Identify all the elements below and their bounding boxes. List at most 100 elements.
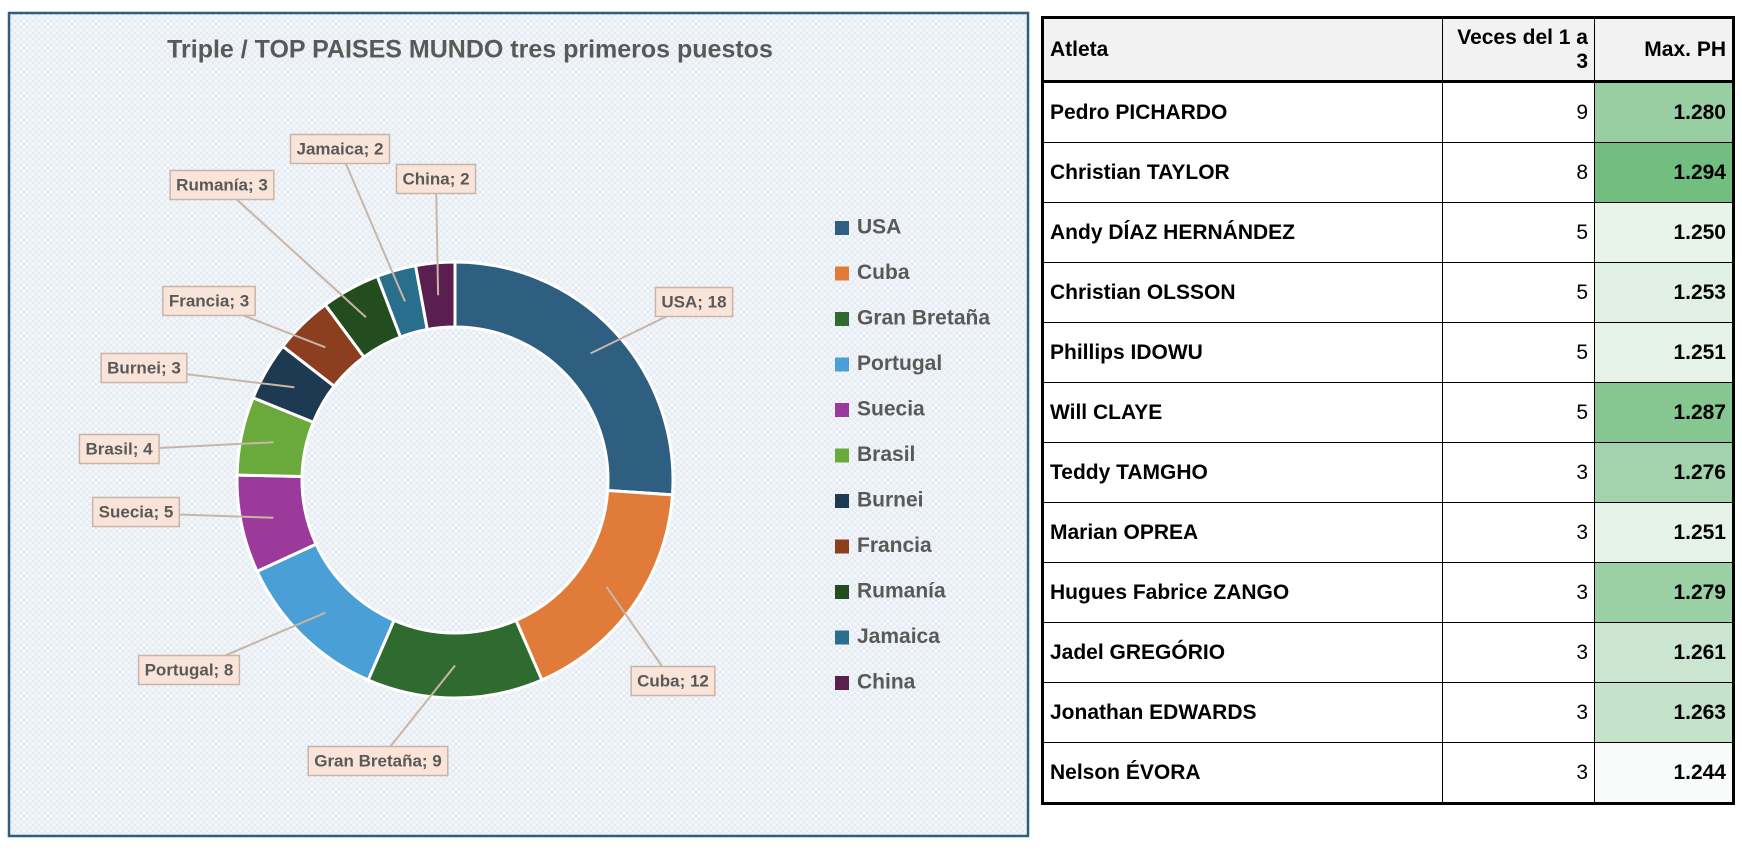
data-label-group: Portugal; 8	[137, 654, 241, 686]
table-cell: Andy DÍAZ HERNÁNDEZ	[1042, 202, 1443, 263]
data-label-box	[654, 286, 734, 318]
table-row: Teddy TAMGHO 3 1.276	[1042, 442, 1734, 503]
table-row: Andy DÍAZ HERNÁNDEZ 5 1.250	[1042, 202, 1734, 263]
data-label-group: Burnei; 3	[100, 352, 188, 384]
table-cell: 5	[1442, 382, 1595, 443]
table-cell: Jonathan EDWARDS	[1042, 682, 1443, 743]
table-row: Christian TAYLOR 8 1.294	[1042, 142, 1734, 203]
table-cell: Christian TAYLOR	[1042, 142, 1443, 203]
table-cell: 1.244	[1594, 742, 1734, 804]
data-label: Jamaica; 2	[297, 139, 384, 158]
table-row: Jadel GREGÓRIO 3 1.261	[1042, 622, 1734, 683]
table-cell: 3	[1442, 622, 1595, 683]
table-cell: Marian OPREA	[1042, 502, 1443, 563]
data-label: Gran Bretaña; 9	[314, 751, 442, 770]
legend-swatch	[835, 448, 849, 463]
table-cell: 1.253	[1594, 262, 1734, 323]
column-header: Atleta	[1042, 17, 1443, 83]
data-label-group: Rumanía; 3	[169, 169, 275, 201]
data-label-group: Brasil; 4	[78, 433, 160, 465]
data-label-group: USA; 18	[654, 286, 734, 318]
data-label-group: Jamaica; 2	[289, 133, 391, 165]
data-label-group: Suecia; 5	[91, 496, 181, 528]
legend-label: Suecia	[857, 398, 925, 421]
legend-label: Rumanía	[857, 580, 946, 603]
table-cell: Will CLAYE	[1042, 382, 1443, 443]
table-cell: Christian OLSSON	[1042, 262, 1443, 323]
table-cell: 1.279	[1594, 562, 1734, 623]
column-header: Veces del 1 a 3	[1442, 17, 1595, 83]
table-row: Pedro PICHARDO 9 1.280	[1042, 81, 1734, 143]
data-label: China; 2	[402, 169, 469, 188]
table-cell: 3	[1442, 502, 1595, 563]
legend-label: Burnei	[857, 489, 924, 512]
data-label: Francia; 3	[169, 291, 249, 310]
table-cell: 3	[1442, 562, 1595, 623]
table-cell: 3	[1442, 742, 1595, 804]
legend-label: Gran Bretaña	[857, 307, 990, 330]
chart: Triple / TOP PAISES MUNDO tres primeros …	[7, 11, 1030, 838]
legend-swatch	[835, 676, 849, 690]
data-label-box	[100, 352, 188, 384]
data-label: Cuba; 12	[637, 671, 709, 690]
table-row: Christian OLSSON 5 1.253	[1042, 262, 1734, 323]
data-label-box	[137, 654, 241, 686]
table-cell: 3	[1442, 442, 1595, 503]
legend-label: China	[857, 671, 916, 694]
data-label-group: China; 2	[395, 163, 477, 195]
data-label-box	[78, 433, 160, 465]
data-label-box	[162, 285, 256, 317]
donut-slice	[453, 260, 675, 497]
table-cell: 1.294	[1594, 142, 1734, 203]
table-cell: Pedro PICHARDO	[1042, 81, 1443, 143]
legend-label: Brasil	[857, 443, 915, 466]
table-row: Phillips IDOWU 5 1.251	[1042, 322, 1734, 383]
table-cell: 5	[1442, 262, 1595, 323]
data-label: Suecia; 5	[99, 502, 174, 521]
header-row: Atleta Veces del 1 a 3 Max. PH	[1042, 17, 1734, 83]
data-label-box	[395, 163, 477, 195]
legend-swatch	[835, 539, 849, 554]
table-cell: 5	[1442, 202, 1595, 263]
table-row: Will CLAYE 5 1.287	[1042, 382, 1734, 443]
table-cell: 1.251	[1594, 502, 1734, 563]
table-cell: Teddy TAMGHO	[1042, 442, 1443, 503]
data-label-group: Francia; 3	[162, 285, 256, 317]
table-cell: Hugues Fabrice ZANGO	[1042, 562, 1443, 623]
leader-line	[435, 179, 440, 296]
data-label: Portugal; 8	[145, 660, 234, 679]
table-row: Jonathan EDWARDS 3 1.263	[1042, 682, 1734, 743]
legend-label: USA	[857, 216, 901, 239]
chart-frame	[7, 11, 1030, 838]
leader-line	[221, 185, 367, 319]
data-label-box	[289, 133, 391, 165]
legend-label: Francia	[857, 534, 932, 557]
data-label-box	[91, 496, 181, 528]
table-cell: 9	[1442, 81, 1595, 143]
legend-label: Jamaica	[857, 625, 940, 648]
legend-swatch	[835, 403, 849, 417]
table-cell: Nelson ÉVORA	[1042, 742, 1443, 804]
table-cell: 1.287	[1594, 382, 1734, 443]
table-row: Hugues Fabrice ZANGO 3 1.279	[1042, 562, 1734, 623]
data-label: Rumanía; 3	[176, 175, 268, 194]
legend-label: Portugal	[857, 352, 942, 375]
legend-swatch	[835, 630, 849, 645]
data-label: USA; 18	[661, 292, 726, 311]
table-cell: 1.250	[1594, 202, 1734, 263]
data-label-box	[169, 169, 275, 201]
table-cell: 1.251	[1594, 322, 1734, 383]
column-header: Max. PH	[1594, 17, 1734, 83]
table-cell: 5	[1442, 322, 1595, 383]
donut-slice	[366, 618, 544, 700]
data-label: Burnei; 3	[107, 358, 181, 377]
legend-swatch	[835, 494, 849, 508]
data-table: Atleta Veces del 1 a 3 Max. PH Pedro PICHAR…	[1041, 16, 1735, 805]
data-label-group: Gran Bretaña; 9	[307, 745, 449, 777]
data-label-box	[307, 745, 449, 777]
chart-title: Triple / TOP PAISES MUNDO tres primeros …	[167, 36, 773, 64]
donut-slice	[413, 260, 457, 332]
table-cell: 1.280	[1594, 81, 1734, 143]
legend-label: Cuba	[857, 261, 910, 284]
